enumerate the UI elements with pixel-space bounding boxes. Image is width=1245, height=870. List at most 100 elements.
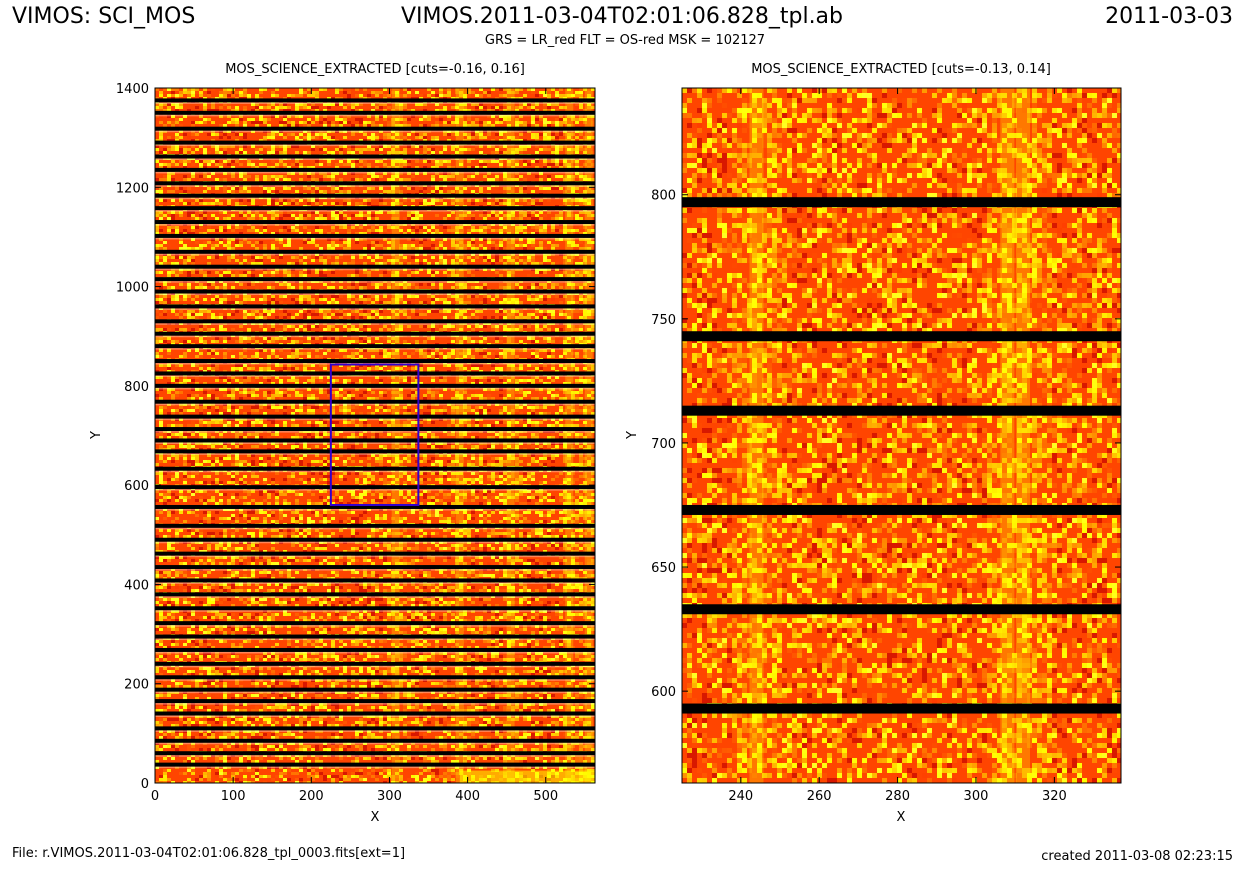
bright-column — [565, 88, 574, 783]
slit-gap — [155, 634, 595, 639]
x-axis-label: X — [371, 810, 380, 825]
slit-gap — [155, 427, 595, 432]
slit-gap — [155, 578, 595, 583]
x-tick-label: 0 — [151, 789, 159, 804]
slit-gap — [155, 220, 595, 225]
slit-gap — [155, 359, 595, 364]
x-tick-label: 280 — [885, 789, 910, 804]
slit-gap — [155, 537, 595, 542]
slit-gap — [155, 647, 595, 652]
bright-column — [1000, 88, 1015, 783]
slit-gap — [682, 504, 1121, 515]
y-axis-label: Y — [89, 431, 104, 440]
instrument-title: VIMOS: SCI_MOS — [12, 4, 195, 29]
bright-column — [1016, 88, 1031, 783]
template-title: VIMOS.2011-03-04T02:01:06.828_tpl.ab — [401, 4, 843, 29]
panel-title: MOS_SCIENCE_EXTRACTED [cuts=-0.16, 0.16] — [225, 62, 525, 77]
slit-gap — [155, 344, 595, 349]
y-tick-label: 800 — [651, 189, 676, 204]
slit-gap — [682, 197, 1121, 208]
slit-gap — [155, 751, 595, 756]
slit-gap — [155, 504, 595, 509]
slit-gap — [155, 485, 595, 490]
observation-date: 2011-03-03 — [1105, 4, 1233, 29]
slit-gap — [155, 289, 595, 294]
slit-gap — [682, 331, 1121, 342]
slit-gap — [155, 206, 595, 211]
x-tick-label: 240 — [728, 789, 753, 804]
slit-gap — [155, 126, 595, 131]
slit-gap — [155, 762, 595, 767]
slit-gap — [155, 383, 595, 388]
y-tick-label: 650 — [651, 561, 676, 576]
y-tick-label: 600 — [124, 479, 149, 494]
slit-gap — [155, 661, 595, 666]
y-tick-label: 1000 — [116, 281, 149, 296]
x-tick-label: 100 — [221, 789, 246, 804]
x-tick-label: 260 — [807, 789, 832, 804]
slit-gap — [682, 405, 1121, 416]
slit-gap — [155, 98, 595, 103]
slit-gap — [155, 687, 595, 692]
bright-column — [391, 88, 400, 783]
y-tick-label: 700 — [651, 437, 676, 452]
slit-gap — [155, 233, 595, 238]
slit-gap — [155, 711, 595, 716]
slit-gap — [155, 319, 595, 324]
y-tick-label: 200 — [124, 678, 149, 693]
slit-gap — [155, 726, 595, 731]
slit-gap — [155, 249, 595, 254]
y-tick-label: 750 — [651, 313, 676, 328]
slit-gap — [155, 438, 595, 443]
slit-gap — [155, 466, 595, 471]
panel-title: MOS_SCIENCE_EXTRACTED [cuts=-0.13, 0.14] — [751, 62, 1051, 77]
slit-gap — [155, 371, 595, 376]
plot-frame — [681, 87, 1122, 784]
y-tick-label: 600 — [651, 685, 676, 700]
heatmap-image[interactable] — [682, 88, 1122, 783]
y-axis-label: Y — [625, 431, 640, 440]
y-tick-label: 0 — [141, 777, 149, 792]
slit-gap — [155, 193, 595, 198]
slit-gap — [155, 304, 595, 309]
slit-gap — [155, 551, 595, 556]
heatmap-image[interactable] — [155, 88, 595, 784]
full-image-panel: MOS_SCIENCE_EXTRACTED [cuts=-0.16, 0.16]… — [89, 62, 596, 825]
y-tick-label: 1400 — [116, 82, 149, 97]
x-axis-label: X — [897, 810, 906, 825]
slit-gap — [155, 167, 595, 172]
bright-edge — [459, 770, 595, 783]
slit-gap — [155, 154, 595, 159]
plot-frame — [154, 87, 596, 784]
slit-gap — [155, 565, 595, 570]
y-tick-label: 800 — [124, 380, 149, 395]
slit-gap — [155, 277, 595, 282]
bright-column — [455, 88, 464, 783]
slit-gap — [155, 181, 595, 186]
x-tick-label: 200 — [299, 789, 324, 804]
setup-subtitle: GRS = LR_red FLT = OS-red MSK = 102127 — [485, 33, 765, 48]
zoom-box — [329, 363, 420, 506]
y-tick-label: 400 — [124, 578, 149, 593]
created-timestamp: created 2011-03-08 02:23:15 — [1041, 849, 1233, 864]
slit-gap — [682, 604, 1121, 615]
file-name: File: r.VIMOS.2011-03-04T02:01:06.828_tp… — [12, 846, 405, 861]
y-tick-label: 1200 — [116, 181, 149, 196]
x-tick-label: 300 — [964, 789, 989, 804]
slit-gap — [155, 414, 595, 419]
slit-gap — [155, 606, 595, 611]
slit-gap — [155, 449, 595, 454]
slit-gap — [155, 592, 595, 597]
x-tick-label: 400 — [455, 789, 480, 804]
slit-gap — [155, 621, 595, 626]
x-tick-label: 500 — [533, 789, 558, 804]
zoom-panel: MOS_SCIENCE_EXTRACTED [cuts=-0.13, 0.14]… — [625, 62, 1122, 825]
slit-gap — [155, 738, 595, 743]
slit-gap — [155, 399, 595, 404]
slit-gap — [682, 703, 1121, 714]
slit-gap — [155, 675, 595, 680]
slit-gap — [155, 110, 595, 115]
x-tick-label: 300 — [377, 789, 402, 804]
bright-column — [749, 88, 764, 783]
